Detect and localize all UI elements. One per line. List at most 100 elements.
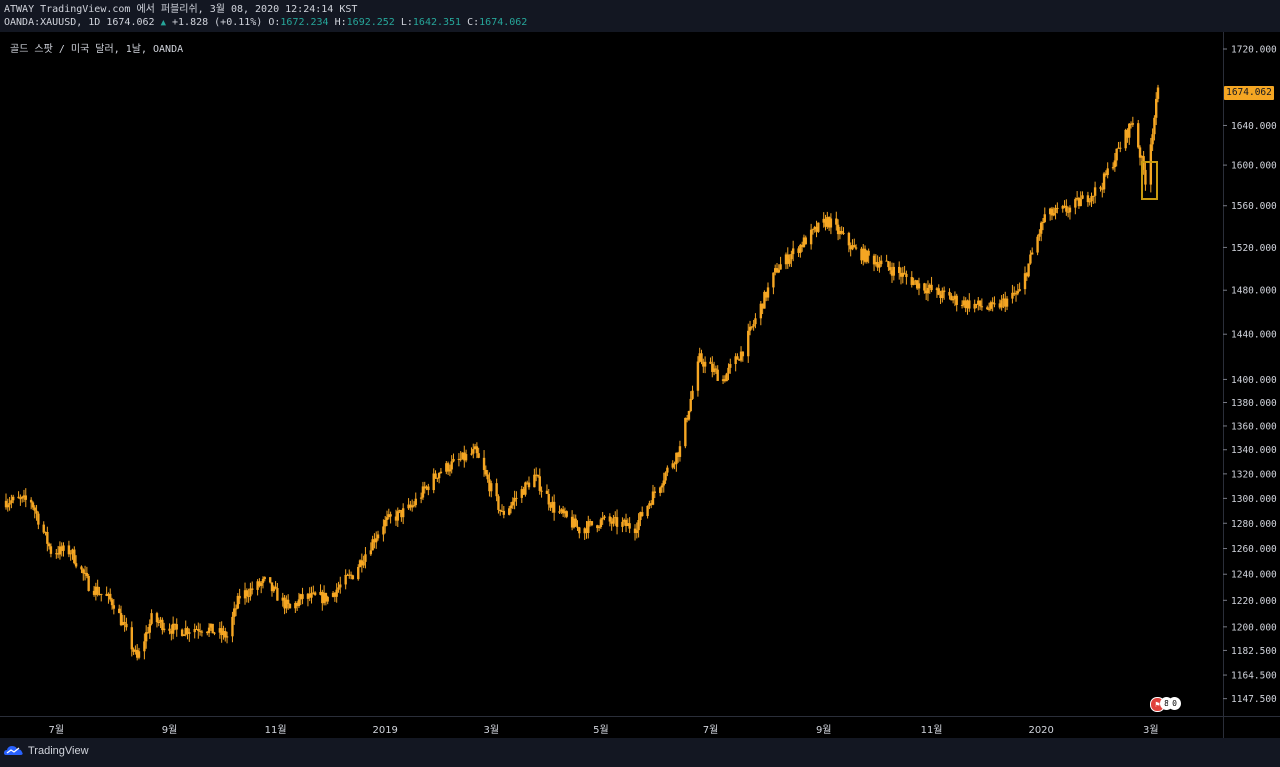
candle-body bbox=[666, 467, 669, 473]
close-label: C: bbox=[467, 17, 480, 28]
candle-body bbox=[610, 521, 613, 524]
candle-body bbox=[49, 546, 53, 554]
candle-body bbox=[901, 272, 904, 277]
candle-body bbox=[6, 504, 9, 508]
header-bar: ATWAY TradingView.com 에서 퍼블리쉬, 3월 08, 20… bbox=[0, 0, 1280, 32]
publish-info: ATWAY TradingView.com 에서 퍼블리쉬, 3월 08, 20… bbox=[4, 4, 358, 15]
candle-body bbox=[162, 628, 166, 631]
y-tick-label: 1380.000 bbox=[1231, 398, 1277, 409]
candle-body bbox=[107, 593, 110, 596]
candle-body bbox=[748, 326, 752, 331]
candle-body bbox=[33, 507, 36, 511]
candle-body bbox=[716, 369, 719, 381]
candle-body bbox=[1104, 173, 1108, 176]
candle-body bbox=[975, 303, 978, 305]
candle-body bbox=[1056, 207, 1059, 209]
candle-body bbox=[333, 592, 337, 597]
candle-body bbox=[563, 511, 567, 514]
candle-body bbox=[790, 254, 793, 260]
price-chart[interactable]: 1720.000 1640.000 1600.000 1560.000 1520.000… bbox=[0, 32, 1280, 738]
candle-body bbox=[312, 592, 315, 594]
candle-body bbox=[939, 294, 942, 299]
candle-body bbox=[180, 629, 184, 636]
candle-body bbox=[658, 487, 662, 493]
candle-body bbox=[547, 493, 550, 505]
candle-body bbox=[130, 627, 134, 650]
candle-body bbox=[736, 356, 739, 360]
candle-body bbox=[534, 474, 538, 476]
candle-body bbox=[1111, 167, 1115, 169]
candle-body bbox=[243, 590, 247, 599]
candle-body bbox=[92, 590, 96, 595]
candle-body bbox=[1068, 207, 1072, 213]
candle-body bbox=[143, 641, 146, 652]
candle-body bbox=[268, 577, 272, 583]
candle-body bbox=[412, 505, 416, 507]
candle-body bbox=[144, 632, 148, 642]
candle-body bbox=[170, 630, 173, 634]
candle-body bbox=[450, 461, 453, 470]
chart-area[interactable]: 1720.000 1640.000 1600.000 1560.000 1520.000… bbox=[0, 32, 1280, 738]
candle-body bbox=[60, 546, 63, 551]
candle-body bbox=[761, 303, 764, 309]
candle-body bbox=[678, 446, 682, 457]
candle-body bbox=[401, 508, 405, 518]
change-value: +1.828 (+0.11%) bbox=[172, 17, 263, 28]
candle-body bbox=[601, 517, 604, 520]
candle-body bbox=[874, 261, 878, 265]
candle-body bbox=[37, 513, 40, 525]
candle-body bbox=[375, 538, 378, 543]
candle-body bbox=[1119, 147, 1122, 149]
candle-body bbox=[836, 224, 840, 235]
candle-body bbox=[234, 608, 238, 610]
candle-body bbox=[182, 634, 186, 636]
candle-body bbox=[394, 516, 398, 521]
candle-body bbox=[1027, 263, 1030, 277]
candle-body bbox=[649, 503, 653, 505]
y-tick-label: 1440.000 bbox=[1231, 330, 1277, 341]
candle-body bbox=[29, 499, 33, 503]
candle-body bbox=[815, 226, 818, 232]
candle-body bbox=[1005, 298, 1009, 307]
candle-body bbox=[407, 504, 410, 509]
y-tick-label: 1147.500 bbox=[1231, 694, 1277, 705]
candle-body bbox=[484, 470, 488, 475]
candle-body bbox=[260, 582, 263, 586]
candle-body bbox=[1138, 147, 1142, 158]
candle-body bbox=[1075, 197, 1079, 200]
candle-body bbox=[35, 510, 38, 514]
event-badge[interactable]: ⚑ 8 0 bbox=[1150, 697, 1181, 712]
candle-body bbox=[747, 330, 750, 357]
candle-body bbox=[188, 632, 191, 634]
candle-body bbox=[344, 574, 347, 585]
candle-body bbox=[261, 578, 265, 583]
x-tick-label: 3월 bbox=[1143, 724, 1159, 736]
candle-body bbox=[482, 457, 486, 471]
candle-body bbox=[928, 284, 931, 288]
close-value: 1674.062 bbox=[479, 17, 528, 28]
candle-body bbox=[653, 491, 656, 493]
candle-body bbox=[930, 284, 933, 291]
y-tick-label: 1520.000 bbox=[1231, 243, 1277, 254]
candle-body bbox=[118, 608, 121, 614]
candle-body bbox=[448, 469, 452, 472]
candle-body bbox=[1016, 291, 1020, 294]
time-axis[interactable]: 7월 9월 11월 2019 3월 5월 7월 9월 11월 2020 3월 bbox=[49, 724, 1159, 736]
candle-body bbox=[222, 631, 225, 636]
candle-body bbox=[811, 229, 815, 231]
candle-body bbox=[1065, 205, 1068, 212]
candle-body bbox=[917, 283, 921, 289]
tradingview-logo[interactable]: TradingView bbox=[4, 745, 89, 757]
candle-body bbox=[576, 526, 579, 528]
candle-body bbox=[935, 288, 939, 291]
candle-body bbox=[109, 593, 112, 600]
candle-body bbox=[1025, 273, 1029, 277]
candle-body bbox=[249, 588, 252, 597]
candle-body bbox=[741, 351, 745, 357]
candle-body bbox=[955, 295, 958, 305]
candle-body bbox=[998, 303, 1002, 308]
price-axis[interactable]: 1720.000 1640.000 1600.000 1560.000 1520.000… bbox=[1223, 45, 1277, 706]
candle-body bbox=[100, 593, 103, 595]
candle-body bbox=[1039, 222, 1043, 234]
candle-body bbox=[502, 510, 506, 515]
